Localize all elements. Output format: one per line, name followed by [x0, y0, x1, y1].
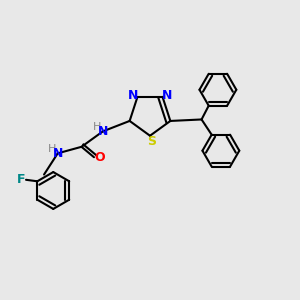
Text: H: H: [48, 144, 57, 154]
Text: N: N: [52, 147, 63, 160]
Text: N: N: [162, 89, 172, 102]
Text: N: N: [128, 89, 138, 102]
Text: N: N: [98, 125, 108, 138]
Text: H: H: [93, 122, 102, 132]
Text: F: F: [17, 173, 26, 186]
Text: S: S: [147, 135, 156, 148]
Text: O: O: [94, 151, 105, 164]
